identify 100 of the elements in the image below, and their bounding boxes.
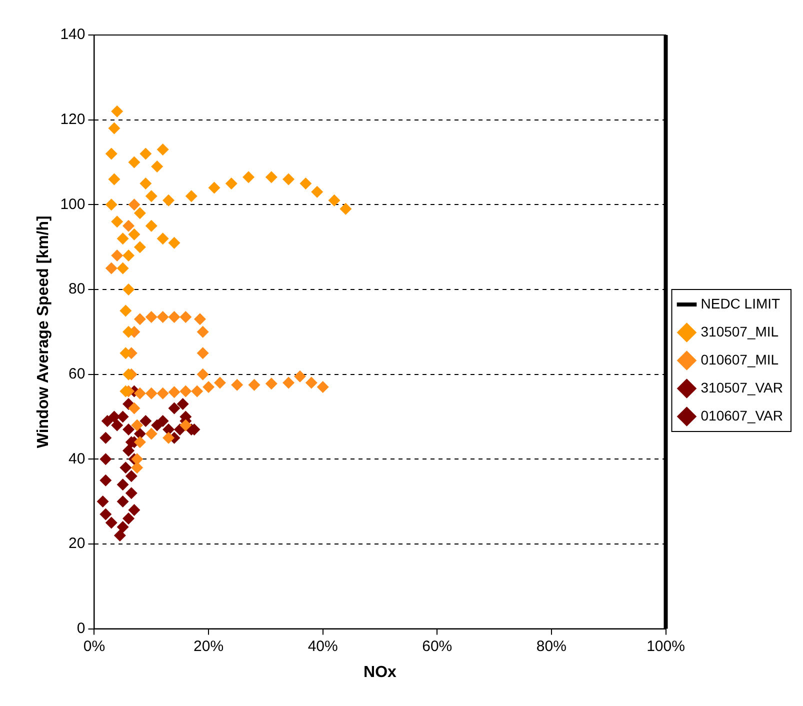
point [105, 516, 118, 529]
x-tick-label: 60% [422, 638, 452, 655]
point [168, 311, 180, 324]
point [125, 487, 138, 500]
point [131, 462, 144, 474]
point [122, 250, 135, 262]
point [156, 414, 169, 427]
point [134, 241, 146, 254]
point [156, 232, 169, 245]
point [305, 376, 318, 389]
point [168, 236, 180, 249]
y-tick-label: 20 [68, 535, 86, 552]
point [105, 198, 118, 211]
point [316, 381, 329, 394]
y-tick-label: 60 [68, 365, 86, 382]
point [282, 376, 295, 389]
x-tick-label: 0% [83, 638, 106, 655]
point [242, 171, 255, 184]
point [105, 148, 118, 160]
point [128, 228, 140, 240]
point [162, 432, 175, 444]
point [180, 311, 192, 324]
y-tick-label: 100 [60, 196, 86, 213]
y-tick-label: 0 [76, 620, 86, 637]
point [96, 496, 109, 508]
x-axis-title: NOx [364, 664, 397, 681]
point [114, 529, 126, 542]
point [176, 398, 189, 410]
x-tick-label: 20% [194, 638, 224, 655]
point [120, 462, 132, 474]
point [202, 381, 215, 394]
point [140, 148, 152, 160]
point [225, 177, 238, 190]
point [120, 347, 132, 360]
point [120, 385, 132, 398]
point [100, 453, 112, 466]
point [300, 177, 312, 190]
point [162, 423, 175, 436]
x-tick-label: 100% [646, 638, 685, 655]
point [145, 311, 158, 324]
point [111, 250, 124, 262]
legend-label: 010607_VAR [700, 407, 783, 424]
point [311, 186, 324, 198]
y-axis-title: Window Average Speed [km/h] [35, 216, 52, 448]
point [134, 387, 146, 400]
point [145, 428, 158, 440]
point [111, 216, 124, 228]
point [122, 423, 135, 436]
point [196, 368, 209, 380]
point [196, 347, 209, 360]
point [145, 387, 158, 400]
point [125, 470, 138, 482]
point [100, 432, 112, 444]
point [120, 304, 132, 317]
y-tick-label: 40 [68, 450, 86, 468]
point [328, 194, 340, 206]
point [116, 496, 129, 508]
point [156, 387, 169, 400]
point [101, 414, 114, 427]
point [122, 512, 135, 525]
point [294, 370, 306, 382]
point [108, 122, 120, 134]
y-tick-label: 80 [68, 280, 86, 298]
point [145, 190, 158, 202]
point [116, 232, 129, 245]
point [122, 326, 135, 338]
point [265, 378, 278, 390]
point [116, 478, 129, 491]
x-tick-label: 80% [536, 638, 566, 655]
point [134, 313, 146, 326]
point [145, 220, 158, 232]
point [191, 385, 204, 398]
point [265, 171, 278, 184]
legend-label: 310507_VAR [700, 379, 783, 396]
point [282, 173, 295, 186]
point [134, 436, 146, 448]
point [116, 262, 129, 274]
point [128, 156, 140, 168]
point [214, 376, 226, 389]
point [340, 202, 352, 215]
point [196, 326, 209, 338]
point [116, 521, 129, 534]
ref-line-label: NEDC LIMIT [700, 295, 781, 312]
y-tick-label: 120 [60, 110, 86, 128]
point [180, 419, 192, 432]
point [108, 173, 120, 186]
point [231, 378, 244, 391]
point [122, 220, 135, 232]
x-tick-label: 40% [308, 638, 338, 655]
point [156, 144, 169, 156]
point [128, 198, 140, 211]
point [111, 105, 124, 118]
point [208, 182, 220, 194]
point [128, 402, 140, 414]
point [100, 508, 112, 520]
point [122, 444, 135, 457]
point [248, 378, 260, 391]
point [194, 313, 206, 326]
y-tick-label: 140 [60, 26, 86, 44]
point [111, 419, 124, 432]
